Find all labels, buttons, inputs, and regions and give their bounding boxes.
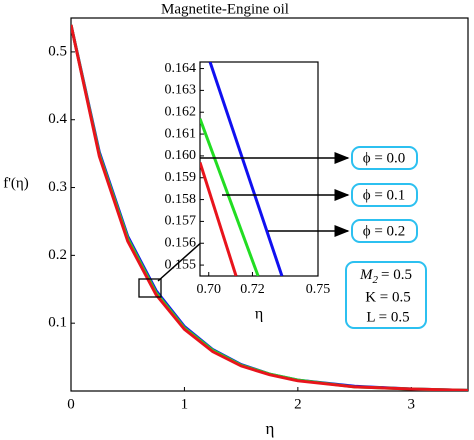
param: L = 0.5 <box>366 309 409 325</box>
zoom-box <box>138 278 162 298</box>
y-tick-label: 0.164 <box>165 61 197 76</box>
x-tick-label: 1 <box>181 396 189 412</box>
param-subscript: 2 <box>373 274 379 286</box>
series-line <box>208 62 284 276</box>
legend-label: ϕ = 0.0 <box>363 150 406 166</box>
y-tick-label: 0.159 <box>165 170 197 185</box>
legend-box <box>351 219 418 243</box>
chart-title: Magnetite-Engine oil <box>161 1 289 17</box>
series-line <box>200 118 260 276</box>
y-tick-label: 0.155 <box>165 257 197 272</box>
x-tick-label: 0.75 <box>306 282 331 297</box>
params-box <box>345 261 427 329</box>
x-axis-label: η <box>266 419 275 438</box>
legend-label: ϕ = 0.2 <box>363 223 406 239</box>
param-m: M2 = 0.5 <box>359 267 412 285</box>
param-symbol: M <box>359 267 374 283</box>
param-value: = 0.5 <box>381 267 412 283</box>
inset-x-label: η <box>255 306 263 323</box>
series-line <box>200 161 238 276</box>
y-tick-label: 0.5 <box>48 43 67 59</box>
y-tick-label: 0.157 <box>165 214 197 229</box>
y-tick-label: 0.160 <box>165 148 197 163</box>
series-line <box>71 24 468 391</box>
y-tick-label: 0.2 <box>48 247 67 263</box>
x-tick-label: 0 <box>67 396 75 412</box>
y-axis-label: f'(η) <box>3 175 29 191</box>
y-tick-label: 0.161 <box>165 126 197 141</box>
y-tick-label: 0.158 <box>165 192 197 207</box>
x-tick-label: 0.70 <box>196 282 221 297</box>
x-tick-label: 0.72 <box>240 282 265 297</box>
legend-box <box>351 183 418 207</box>
legend-label: ϕ = 0.1 <box>363 187 406 203</box>
y-tick-label: 0.1 <box>48 315 67 331</box>
x-tick-label: 2 <box>294 396 302 412</box>
y-tick-label: 0.4 <box>48 111 67 127</box>
y-tick-label: 0.156 <box>165 235 197 250</box>
legend-box <box>351 146 418 170</box>
y-tick-label: 0.163 <box>165 83 197 98</box>
plot-area <box>199 61 319 277</box>
param: K = 0.5 <box>365 289 411 305</box>
y-tick-label: 0.162 <box>165 104 197 119</box>
y-tick-label: 0.3 <box>48 179 67 195</box>
x-tick-label: 3 <box>408 396 416 412</box>
